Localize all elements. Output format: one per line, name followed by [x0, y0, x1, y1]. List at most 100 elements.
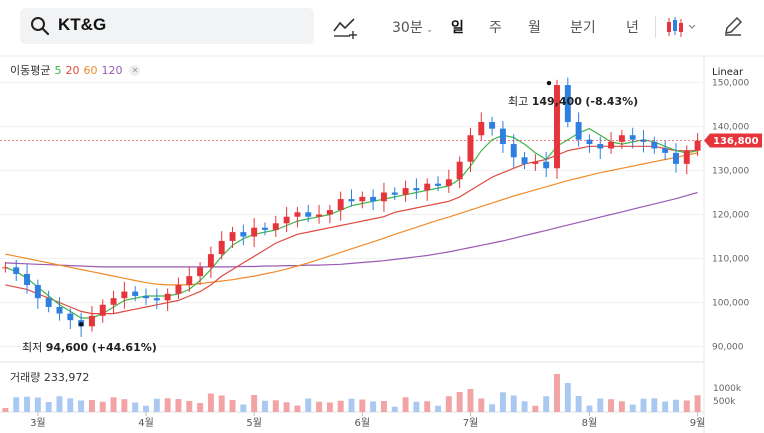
- x-tick-label: 5월: [246, 417, 262, 429]
- ma60-legend: 60: [83, 63, 98, 77]
- candle-type-icon[interactable]: [665, 15, 699, 39]
- volume-bar: [337, 400, 344, 412]
- candle-body: [629, 135, 636, 140]
- toolbar-divider: [655, 16, 656, 38]
- candle-body: [662, 148, 669, 153]
- candle-body: [294, 212, 301, 217]
- chart-toolbar: KT&G 30분 ⌄ 일 주 월 분기 년: [0, 0, 764, 56]
- candle-body: [586, 139, 593, 145]
- volume-bar: [380, 401, 387, 412]
- low-price-annotation: 최저 94,600 (+44.61%): [22, 339, 157, 355]
- volume-bar: [467, 389, 474, 412]
- volume-bar: [532, 405, 539, 412]
- volume-bar: [694, 395, 701, 412]
- volume-bar: [262, 400, 268, 412]
- ma20-path: [5, 145, 698, 315]
- ma60-line: [5, 152, 698, 286]
- volume-bar: [510, 395, 517, 412]
- volume-bar: [608, 399, 615, 412]
- volume-bar: [586, 405, 593, 412]
- candle-body: [359, 196, 366, 202]
- candle-body: [197, 267, 204, 277]
- volume-bar: [640, 398, 647, 412]
- volume-bar: [164, 398, 171, 412]
- x-tick-label: 4월: [138, 417, 154, 429]
- candle-body: [316, 214, 323, 217]
- candle-body: [175, 284, 182, 294]
- volume-tick-label: 1000k: [713, 384, 742, 394]
- candle-body: [13, 267, 20, 274]
- ma-legend-label: 이동평균: [10, 64, 51, 77]
- low-change: (+44.61%): [91, 341, 157, 354]
- volume-bar: [662, 401, 669, 412]
- search-box[interactable]: KT&G: [20, 8, 314, 44]
- candle-body: [164, 293, 171, 301]
- volume-bar: [435, 405, 441, 412]
- candle-body: [305, 212, 312, 217]
- candle-body: [24, 273, 31, 285]
- candle-body: [262, 227, 268, 230]
- volume-bar: [34, 397, 41, 412]
- ma120-legend: 120: [101, 63, 123, 77]
- volume-bar: [56, 396, 63, 412]
- period-month-tab[interactable]: 월: [528, 20, 541, 36]
- candle-body: [532, 161, 539, 164]
- candle-body: [640, 139, 647, 142]
- volume-bar: [413, 401, 420, 412]
- x-tick-label: 9월: [690, 417, 706, 429]
- candle-body: [402, 188, 409, 195]
- candle-body: [34, 284, 41, 299]
- period-week-tab[interactable]: 주: [489, 20, 502, 36]
- candle-body: [88, 315, 95, 327]
- volume-bar: [424, 401, 431, 412]
- volume-bar: [175, 399, 182, 412]
- candle-body: [672, 152, 679, 164]
- period-30min-tab[interactable]: 30분 ⌄: [392, 20, 434, 36]
- y-tick-label: 150,000: [712, 78, 749, 88]
- volume-bar: [672, 399, 679, 412]
- period-day-tab[interactable]: 일: [451, 20, 464, 36]
- volume-bar: [197, 403, 204, 412]
- volume-bars: [2, 374, 701, 412]
- edit-icon[interactable]: [722, 15, 744, 37]
- high-value: 149,400: [531, 95, 582, 108]
- volume-bar: [78, 400, 85, 412]
- volume-bar: [391, 406, 398, 412]
- low-value: 94,600: [45, 341, 89, 354]
- candle-body: [132, 291, 139, 296]
- volume-bar: [294, 405, 301, 412]
- candle-body: [186, 276, 193, 285]
- volume-bar: [283, 402, 290, 412]
- candle-body: [99, 304, 106, 316]
- volume-bar: [564, 383, 571, 412]
- close-icon[interactable]: ✕: [129, 64, 141, 76]
- y-tick-label: 90,000: [712, 343, 744, 353]
- volume-bar: [618, 401, 625, 412]
- period-quarter-tab[interactable]: 분기: [570, 20, 596, 36]
- current-price-tag: [704, 133, 762, 148]
- volume-bar: [110, 397, 117, 412]
- candle-body: [56, 306, 63, 314]
- volume-bar: [13, 397, 20, 412]
- volume-bar: [305, 398, 312, 412]
- volume-bar: [218, 395, 225, 412]
- ma20-line: [5, 145, 698, 315]
- moving-average-legend: 이동평균 5 20 60 120 ✕: [10, 62, 141, 78]
- candle-body: [424, 183, 431, 191]
- candle-body: [348, 199, 355, 202]
- volume-bar: [45, 402, 52, 412]
- high-marker: [546, 80, 552, 86]
- search-icon: [31, 17, 50, 36]
- volume-bar: [326, 402, 333, 412]
- ma60-path: [5, 152, 698, 286]
- candle-body: [597, 144, 604, 149]
- x-tick-label: 7월: [463, 417, 479, 429]
- low-prefix: 최저: [22, 341, 43, 354]
- period-year-tab[interactable]: 년: [626, 20, 639, 36]
- drawing-tool-icon[interactable]: [332, 15, 358, 39]
- volume-bar: [348, 398, 355, 412]
- scale-type-selector[interactable]: Linear: [712, 67, 744, 78]
- price-axis: 150,000 140,000 130,000 120,000 110,000 100,0…: [712, 78, 749, 407]
- search-input[interactable]: KT&G: [58, 15, 107, 34]
